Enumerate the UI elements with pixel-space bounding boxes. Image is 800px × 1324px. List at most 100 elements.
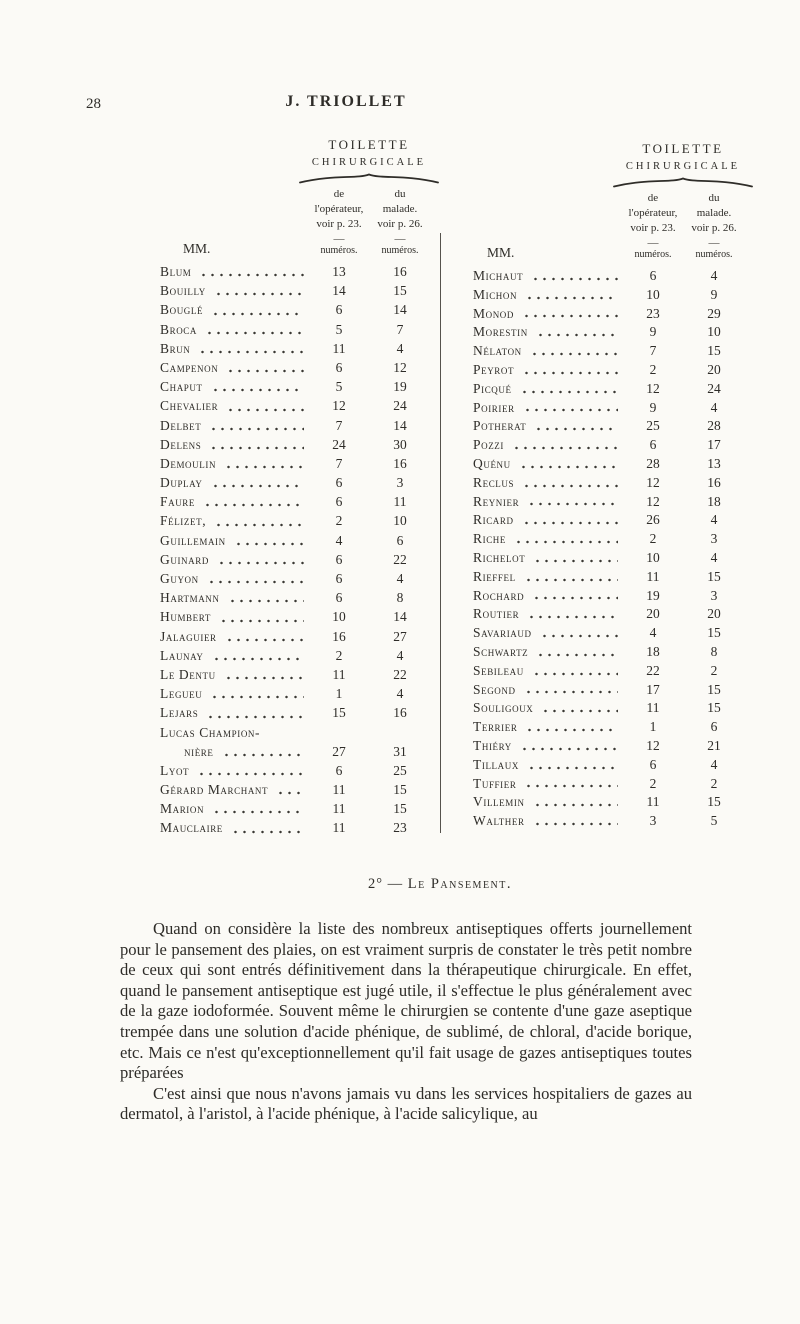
numero-malade: 8 [710, 643, 718, 659]
numero-malade: 8 [396, 590, 404, 606]
dot-leader [517, 737, 618, 757]
numero-malade: 3 [396, 475, 404, 491]
surgeon-name: Lucas Champion- [160, 724, 261, 740]
numero-malade: 4 [396, 686, 404, 702]
numero-malade: 5 [710, 813, 718, 829]
dot-leader [196, 340, 304, 360]
surgeon-name: nière [184, 743, 214, 759]
table-row: Poirier 9 4 [455, 399, 745, 419]
numero-malade: 10 [393, 513, 407, 529]
numero-operateur: 4 [649, 625, 657, 641]
dot-leader [512, 531, 618, 550]
table-row: Jalaguier 16 27 [105, 628, 431, 648]
table-row: nière 27 31 [105, 743, 431, 763]
surgeon-name: Reclus [473, 474, 515, 490]
dot-leader [523, 286, 618, 306]
surgeon-name: Sebileau [473, 662, 524, 678]
surgeon-name: Mauclaire [160, 820, 223, 836]
numero-operateur: 13 [332, 264, 346, 279]
numero-operateur: 2 [649, 361, 657, 377]
surgeon-name: Lyot [160, 762, 190, 778]
numero-malade: 15 [707, 568, 721, 584]
dot-leader [539, 700, 618, 720]
numero-operateur: 6 [335, 551, 343, 567]
numero-malade: 4 [396, 340, 404, 356]
dot-leader [510, 437, 618, 456]
dot-leader [208, 379, 304, 399]
table-row: Savariaud 4 15 [455, 625, 745, 644]
numero-operateur: 6 [335, 302, 343, 318]
column-divider-rule [440, 233, 441, 833]
table-title: TOILETTE [328, 137, 410, 152]
table-row: Riche 2 3 [455, 531, 745, 550]
dot-leader [210, 801, 304, 821]
table-row: Chaput 5 19 [105, 379, 431, 399]
numero-malade: 22 [393, 551, 407, 567]
numero-malade: 31 [393, 743, 407, 759]
paragraph: C'est ainsi que nous n'avons jamais vu d… [120, 1083, 692, 1124]
numero-operateur: 2 [649, 531, 657, 547]
numero-operateur: 6 [335, 359, 343, 375]
numero-operateur: 10 [332, 609, 346, 625]
numero-malade: 3 [710, 587, 718, 603]
dot-leader [221, 666, 304, 687]
table-row: Pozzi 6 17 [455, 437, 745, 456]
surgeon-name: Peyrot [473, 361, 515, 377]
dot-leader [209, 302, 304, 322]
dot-leader [211, 283, 304, 303]
running-title: J. TRIOLLET [285, 93, 407, 110]
numero-malade: 10 [707, 324, 721, 340]
dot-leader [212, 513, 304, 533]
dot-leader [530, 813, 618, 832]
numero-malade: 3 [710, 531, 718, 547]
numero-operateur: 24 [332, 436, 346, 452]
numero-operateur: 1 [335, 686, 343, 702]
numero-operateur: 11 [646, 700, 660, 716]
surgeon-name: Legueu [160, 686, 203, 702]
numero-operateur: 4 [335, 532, 343, 548]
table-row: Marion 11 15 [105, 801, 431, 821]
table-row: Chevalier 12 24 [105, 398, 431, 418]
surgeon-name: Schwartz [473, 643, 529, 659]
numero-operateur: 10 [646, 286, 660, 302]
numero-operateur: 5 [335, 321, 343, 337]
numero-malade: 4 [710, 549, 718, 565]
surgeon-name: Segond [473, 681, 516, 697]
dot-leader [532, 418, 618, 438]
numero-operateur: 12 [646, 380, 660, 396]
numero-malade: 23 [393, 820, 407, 836]
section-heading: 2° — Le Pansement. [140, 876, 740, 893]
numero-operateur: 6 [649, 437, 657, 453]
numero-malade: 21 [707, 737, 721, 753]
dot-leader [521, 568, 618, 588]
table-row: Routier 20 20 [455, 606, 745, 626]
table-row: Schwartz 18 8 [455, 643, 745, 663]
surgeon-name: Jalaguier [160, 628, 217, 644]
dot-leader [204, 571, 304, 591]
numeros-label: numéros. [381, 245, 419, 256]
surgeon-name: Demoulin [160, 455, 217, 471]
table-row: Rieffel 11 15 [455, 568, 745, 588]
numero-operateur: 16 [332, 628, 346, 644]
brace-decoration [613, 177, 753, 188]
table-row: Segond 17 15 [455, 681, 745, 701]
surgeon-name: Broca [160, 321, 198, 337]
surgeon-name: Reynier [473, 493, 520, 509]
numero-malade: 16 [393, 455, 407, 471]
numero-operateur: 6 [335, 571, 343, 586]
numero-malade: 18 [707, 493, 721, 509]
dot-leader [529, 268, 618, 287]
numero-operateur: 2 [335, 647, 343, 663]
mm-label: MM. [183, 241, 211, 256]
numero-operateur: 11 [646, 794, 660, 810]
dot-leader [520, 474, 618, 494]
surgeon-name: Chevalier [160, 398, 219, 414]
surgeon-name: Gérard Marchant [160, 782, 269, 798]
dot-leader [529, 662, 618, 682]
dot-leader [222, 455, 304, 476]
table-row: Michaut 6 4 [455, 268, 745, 287]
numero-malade: 14 [393, 417, 407, 433]
dot-leader [527, 343, 618, 362]
numero-malade: 2 [710, 662, 718, 678]
paragraph: Quand on considère la liste des nombreux… [120, 919, 692, 1083]
